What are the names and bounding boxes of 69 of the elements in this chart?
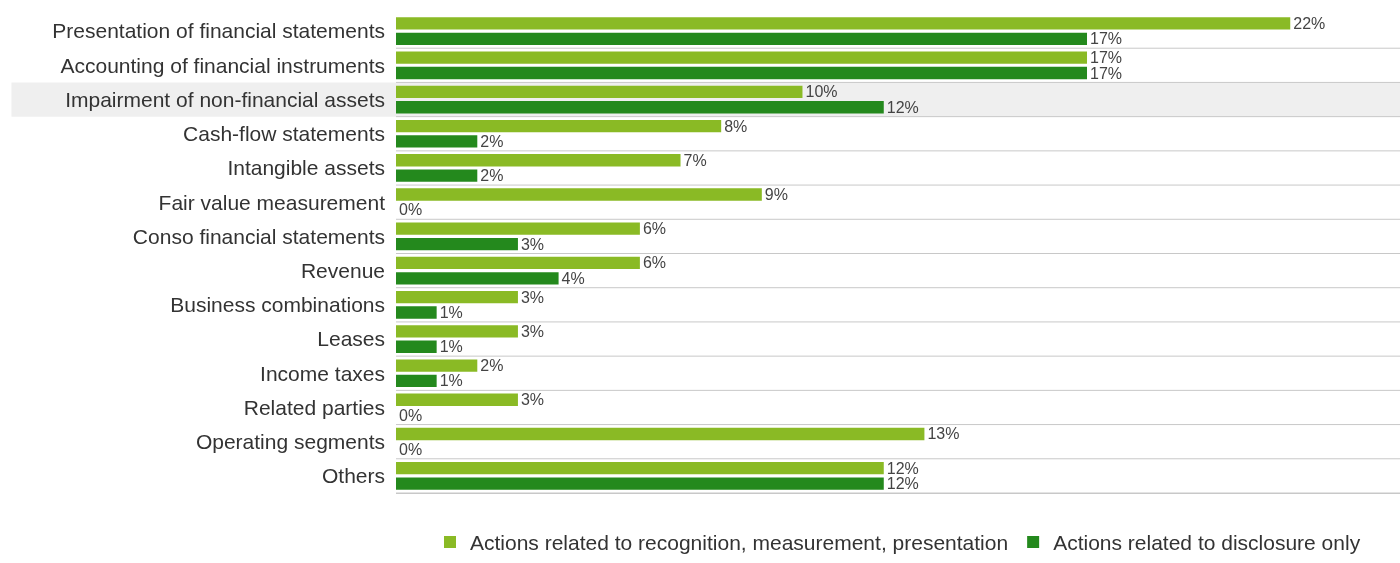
legend-label: Actions related to recognition, measurement, presentation [470, 531, 1009, 555]
y-tick-label: Conso financial statements [132, 224, 385, 248]
data-label: 22% [1293, 14, 1326, 32]
y-tick-label: Income taxes [260, 361, 385, 385]
y-tick-label: Business combinations [170, 293, 385, 317]
bar [396, 101, 884, 114]
data-label: 4% [561, 269, 585, 287]
data-label: 3% [520, 235, 545, 253]
bar [396, 188, 762, 201]
y-tick-label: Impairment of non-financial assets [65, 87, 385, 111]
y-tick-label: Operating segments [195, 430, 385, 454]
bar [396, 256, 640, 270]
data-label: 2% [480, 132, 504, 150]
bar [396, 222, 640, 235]
data-label: 3% [520, 288, 545, 306]
y-tick-label: Intangible assets [227, 156, 385, 180]
y-tick-label: Leases [317, 327, 385, 351]
bar [396, 393, 518, 406]
bar [396, 272, 559, 285]
y-tick-label: Revenue [300, 258, 385, 282]
y-tick-label: Others [321, 464, 385, 488]
data-label: 0% [399, 440, 423, 458]
bar [396, 85, 803, 98]
data-label: 12% [886, 475, 919, 493]
bar [396, 66, 1088, 80]
data-label: 0% [399, 406, 423, 424]
bar [396, 119, 722, 133]
data-label: 6% [642, 220, 667, 238]
data-label: 17% [1090, 30, 1123, 48]
bar [396, 374, 437, 388]
data-label: 3% [520, 322, 545, 340]
data-label: 13% [927, 425, 960, 443]
data-label: 17% [1090, 49, 1123, 67]
bar [396, 51, 1088, 64]
data-label: 10% [805, 83, 838, 101]
bar [396, 154, 681, 167]
legend-label: Actions related to disclosure only [1053, 531, 1361, 555]
bar [396, 477, 884, 490]
bar [396, 17, 1291, 30]
data-label: 0% [399, 201, 423, 219]
bar [396, 359, 478, 372]
data-label: 3% [520, 391, 545, 409]
bar [396, 340, 437, 353]
data-label: 12% [886, 459, 919, 477]
data-label: 1% [439, 372, 463, 390]
data-label: 12% [886, 98, 919, 116]
y-tick-label: Presentation of financial statements [52, 19, 385, 43]
bar [396, 462, 884, 475]
data-label: 9% [764, 185, 788, 203]
bar [396, 237, 518, 251]
y-tick-label: Cash-flow statements [183, 122, 385, 146]
bar [396, 290, 518, 304]
y-tick-label: Fair value measurement [158, 190, 386, 214]
bar [396, 135, 478, 148]
data-label: 2% [480, 357, 504, 375]
bar [396, 427, 925, 441]
y-tick-label: Accounting of financial instruments [60, 53, 385, 77]
data-label: 6% [642, 254, 667, 272]
data-label: 7% [683, 151, 707, 169]
data-label: 1% [439, 338, 463, 356]
y-tick-label: Related parties [243, 395, 385, 419]
bar [396, 32, 1088, 45]
data-label: 17% [1090, 64, 1123, 82]
bar [396, 306, 437, 319]
data-label: 8% [724, 117, 748, 135]
data-label: 1% [439, 304, 463, 322]
bar [396, 169, 478, 182]
data-label: 2% [480, 167, 504, 185]
bar [396, 325, 518, 338]
